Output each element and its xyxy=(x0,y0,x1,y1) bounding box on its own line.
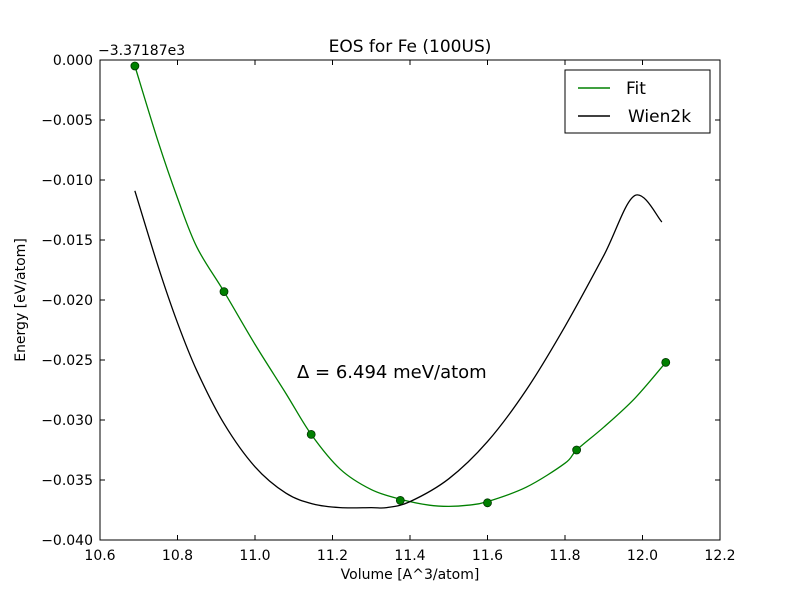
x-axis-ticks: 10.6 10.8 11.0 11.2 11.4 11.6 11.8 12.0 12.2 xyxy=(84,60,736,564)
x-tick-label: 11.0 xyxy=(239,548,270,564)
x-tick-label: 12.0 xyxy=(627,548,658,564)
data-point-5 xyxy=(572,445,582,455)
x-tick-label: 11.8 xyxy=(549,548,580,564)
y-tick-label: −0.025 xyxy=(41,353,93,369)
x-tick-label: 12.2 xyxy=(704,548,735,564)
x-tick-label: 10.6 xyxy=(84,548,115,564)
legend-label-fit: Fit xyxy=(626,79,646,99)
x-tick-label: 11.2 xyxy=(317,548,348,564)
y-axis-ticks: 0.000 −0.005 −0.010 −0.015 −0.020 −0.025 −0.03… xyxy=(41,53,720,549)
plot-area xyxy=(100,60,720,540)
y-tick-label: 0.000 xyxy=(53,53,93,69)
y-offset-label: −3.37187e3 xyxy=(98,43,185,59)
x-axis-title: Volume [A^3/atom] xyxy=(341,567,480,583)
delta-annotation: Δ = 6.494 meV/atom xyxy=(297,362,487,383)
data-point-3 xyxy=(395,495,405,505)
series-line-wien2k xyxy=(134,190,663,509)
data-point-4 xyxy=(483,498,492,508)
y-tick-label: −0.015 xyxy=(41,233,93,249)
legend-box xyxy=(564,69,711,134)
y-tick-label: −0.005 xyxy=(41,113,93,129)
x-tick-label: 10.8 xyxy=(162,548,193,564)
y-tick-label: −0.010 xyxy=(41,173,93,189)
legend: Fit Wien2k xyxy=(564,69,711,134)
data-point-2 xyxy=(306,429,316,439)
data-point-6 xyxy=(661,357,671,367)
y-tick-label: −0.020 xyxy=(41,293,93,309)
data-point-0 xyxy=(130,61,140,71)
legend-label-wien2k: Wien2k xyxy=(628,107,691,127)
chart-title: EOS for Fe (100US) xyxy=(329,37,492,57)
data-point-1 xyxy=(219,287,229,297)
y-tick-label: −0.040 xyxy=(41,533,93,549)
x-tick-label: 11.6 xyxy=(472,548,503,564)
y-axis-title: Energy [eV/atom] xyxy=(13,238,29,362)
y-tick-label: −0.035 xyxy=(41,473,93,489)
x-tick-label: 11.4 xyxy=(394,548,425,564)
y-tick-label: −0.030 xyxy=(41,413,93,429)
points-layer xyxy=(130,61,671,508)
